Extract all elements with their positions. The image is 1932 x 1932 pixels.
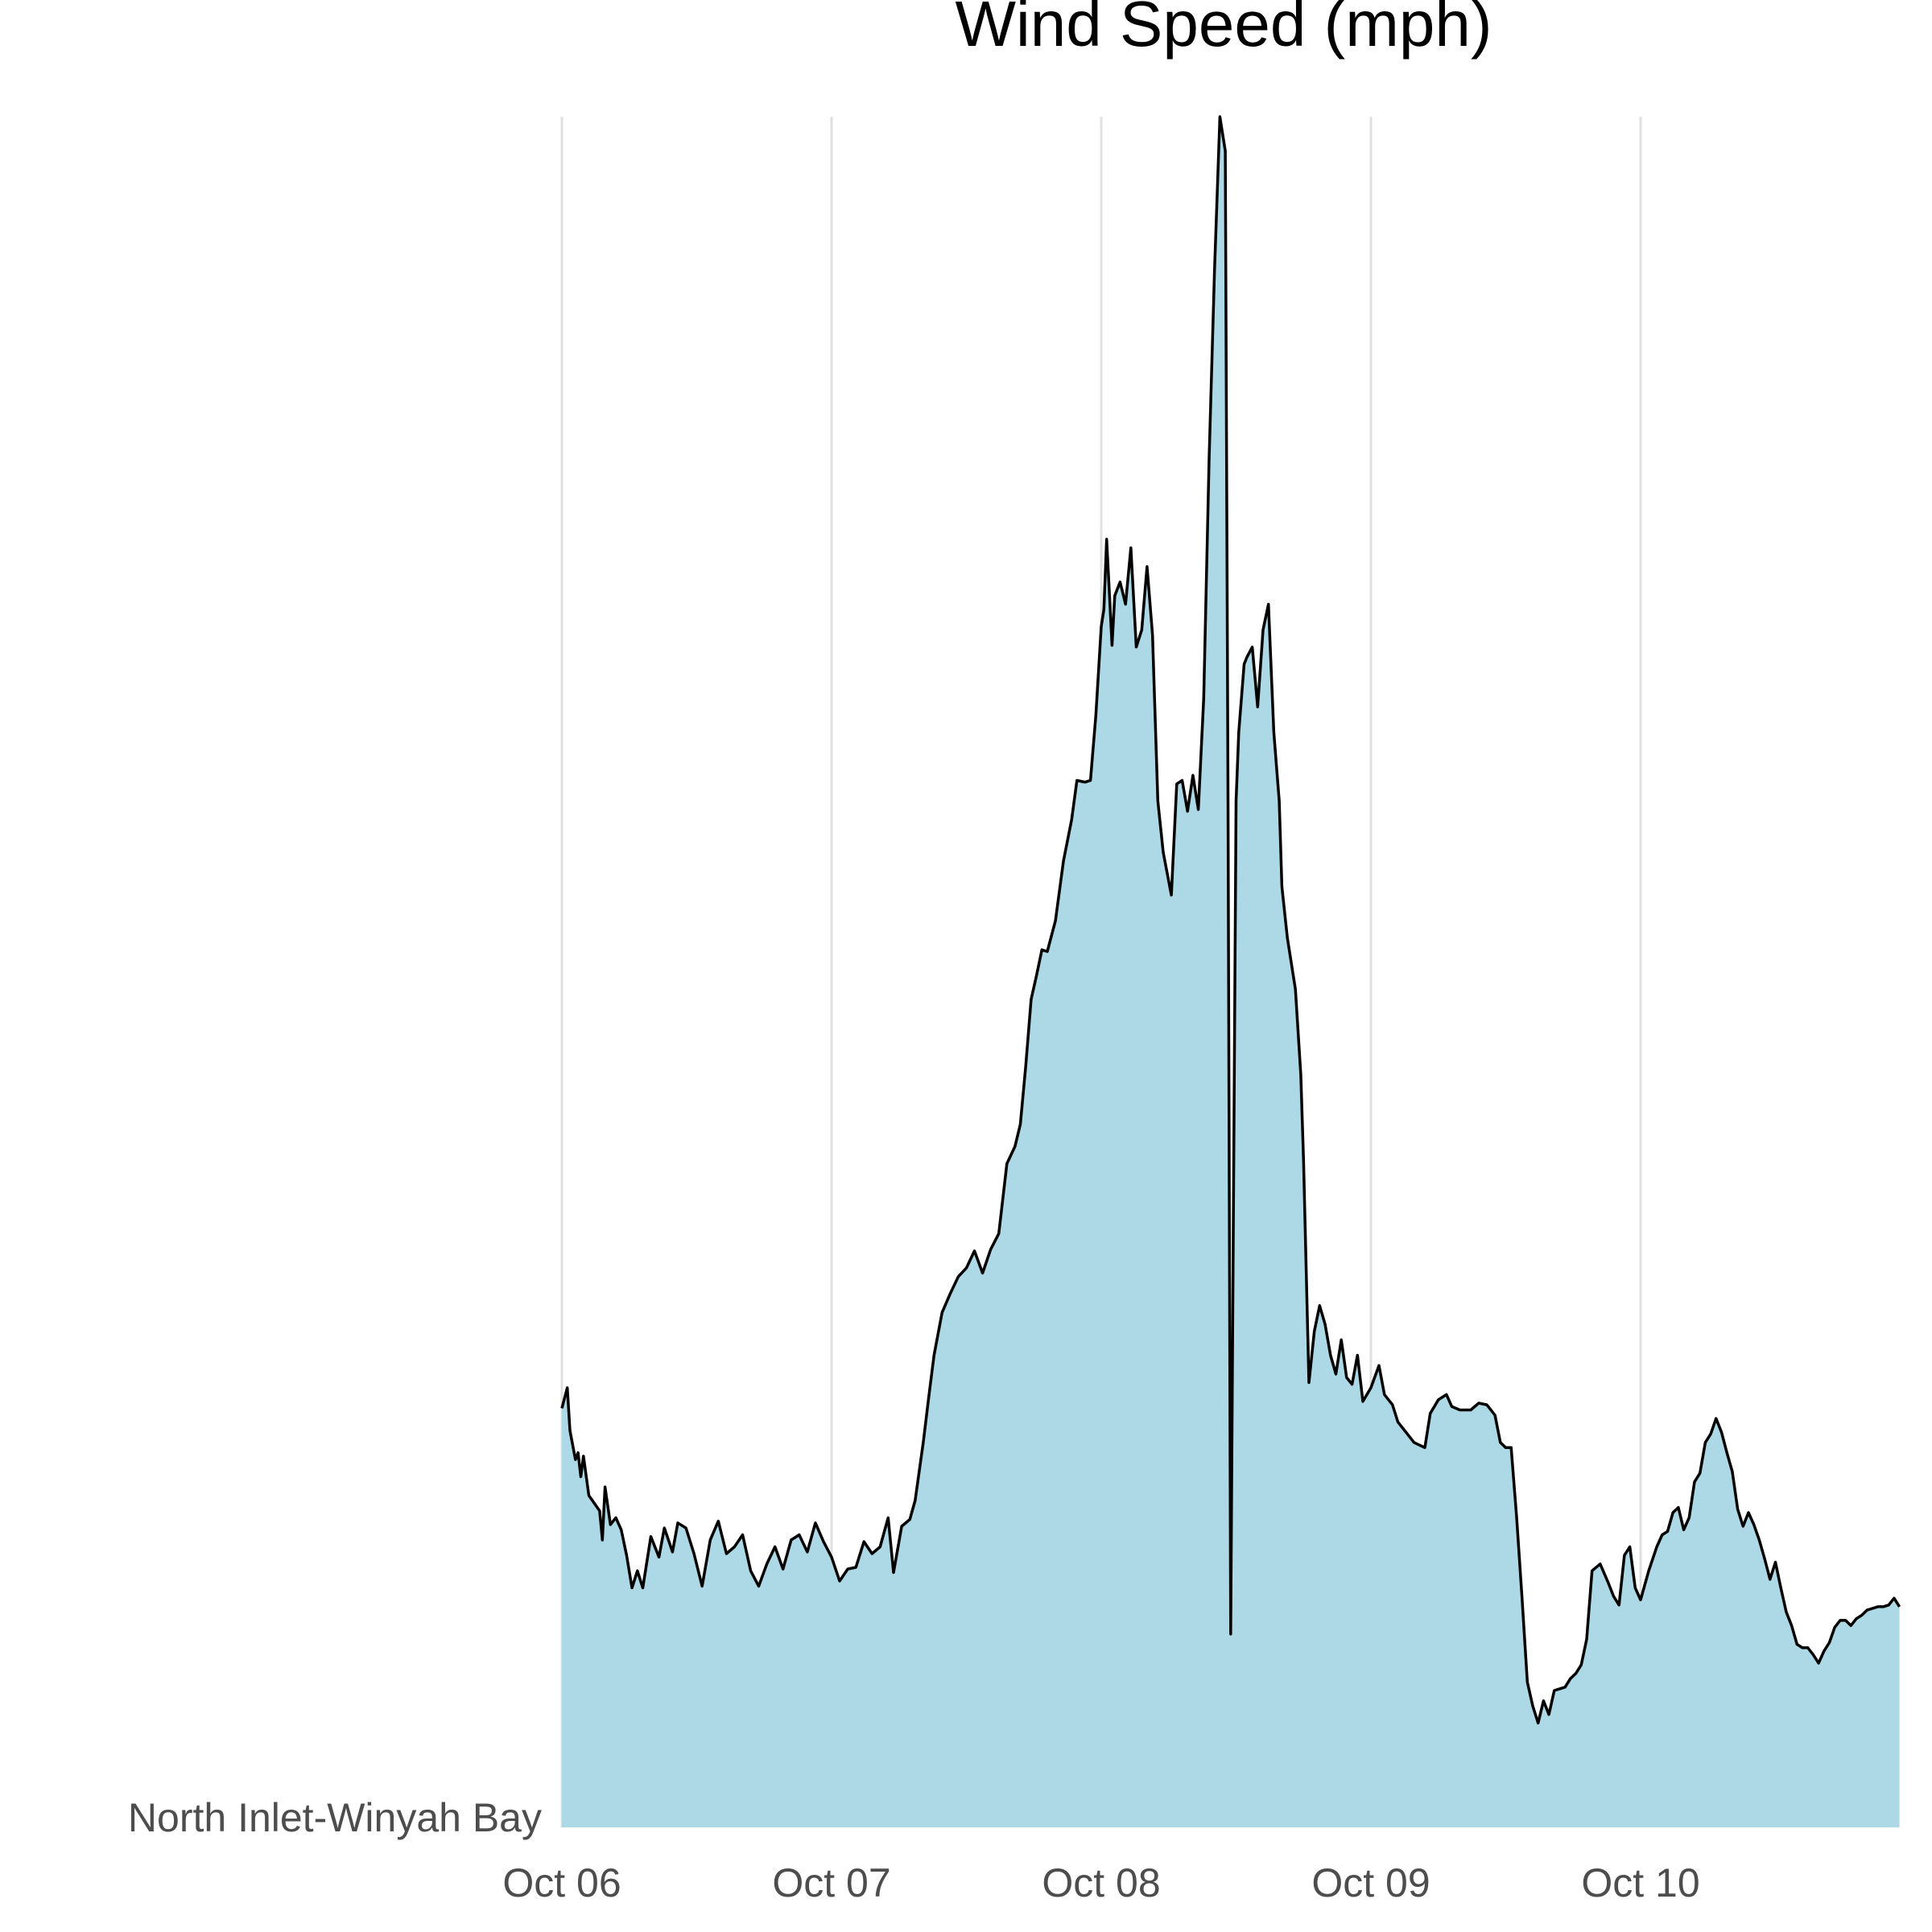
x-tick-label: Oct 10 xyxy=(1581,1860,1699,1905)
x-tick-label: Oct 09 xyxy=(1311,1860,1430,1905)
chart-title: Wind Speed (mph) xyxy=(956,0,1492,60)
x-tick-label: Oct 06 xyxy=(502,1860,621,1905)
wind-speed-line xyxy=(560,115,1901,1725)
x-tick-label: Oct 07 xyxy=(772,1860,890,1905)
x-tick-label: Oct 08 xyxy=(1042,1860,1160,1905)
row-label: North Inlet-Winyah Bay xyxy=(128,1795,542,1840)
x-axis-ticks: Oct 06 Oct 07 Oct 08 Oct 09 Oct 10 xyxy=(502,1860,1699,1905)
wind-speed-area xyxy=(562,117,1900,1827)
